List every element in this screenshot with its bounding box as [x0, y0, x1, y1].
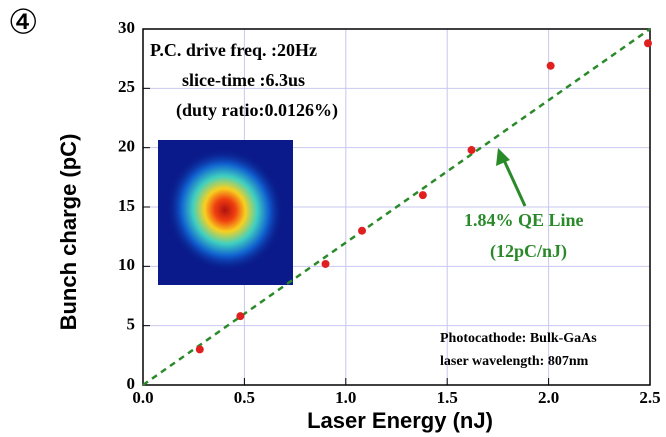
annotation: (duty ratio:0.0126%) — [176, 100, 338, 121]
x-tick-label: 1.0 — [335, 388, 356, 407]
panel-label: ④ — [8, 3, 38, 43]
y-tick-label: 25 — [118, 77, 135, 96]
y-tick-label: 5 — [127, 315, 136, 334]
y-tick-label: 20 — [118, 137, 135, 156]
annotation: 1.84% QE Line — [464, 210, 584, 230]
annotation: (12pC/nJ) — [490, 241, 567, 262]
chart: ④ 0.0 0.5 1.0 1.5 2.0 2.5 0 5 10 15 20 25 30 P.C. dr… — [0, 0, 666, 437]
x-tick-label: 0.5 — [234, 388, 255, 407]
x-tick-label: 1.5 — [437, 388, 458, 407]
y-tick-label: 30 — [118, 18, 135, 37]
data-point — [419, 191, 427, 199]
y-tick-label: 0 — [127, 374, 136, 393]
annotation: Photocathode: Bulk-GaAs — [440, 331, 597, 346]
annotation: laser wavelength: 807nm — [440, 354, 589, 369]
annotation: P.C. drive freq. :20Hz — [150, 40, 317, 60]
y-tick-label: 10 — [118, 255, 135, 274]
x-axis-label: Laser Energy (nJ) — [307, 408, 493, 433]
data-point — [547, 62, 555, 70]
x-tick-label: 0.0 — [132, 388, 153, 407]
data-point — [196, 345, 204, 353]
y-tick-label: 15 — [118, 196, 135, 215]
annotation: slice-time :6.3us — [182, 70, 305, 90]
y-axis-label: Bunch charge (pC) — [56, 134, 81, 331]
x-tick-label: 2.0 — [538, 388, 559, 407]
data-point — [322, 260, 330, 268]
x-tick-label: 2.5 — [639, 388, 660, 407]
data-point — [468, 146, 476, 154]
data-point — [644, 39, 652, 47]
arrow — [503, 158, 525, 206]
data-point — [236, 312, 244, 320]
data-point — [358, 227, 366, 235]
arrow-head — [496, 148, 510, 166]
